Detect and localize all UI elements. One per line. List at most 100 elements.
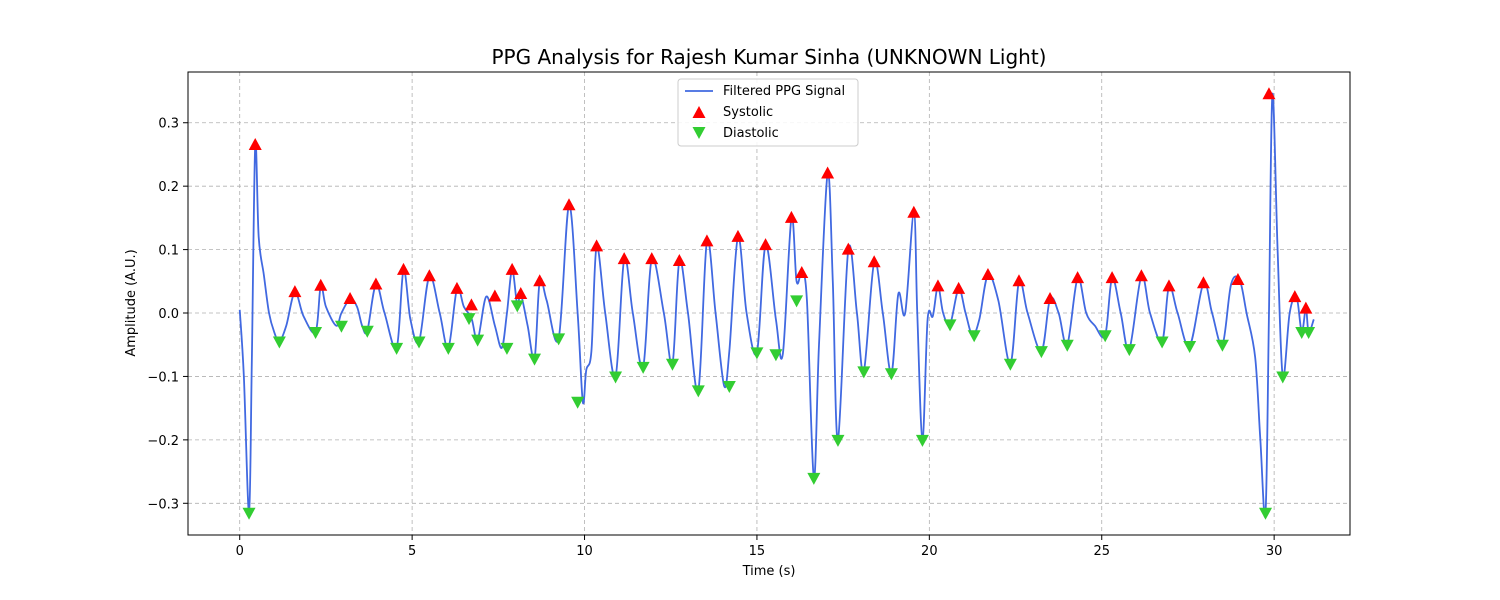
diastolic-point bbox=[722, 380, 736, 393]
systolic-point bbox=[248, 137, 262, 150]
diastolic-point bbox=[390, 342, 404, 355]
diastolic-point bbox=[1259, 507, 1273, 520]
systolic-point bbox=[821, 166, 835, 179]
systolic-point bbox=[1105, 271, 1119, 284]
systolic-point bbox=[795, 266, 809, 279]
diastolic-point bbox=[831, 434, 845, 447]
series-line-filtered-ppg bbox=[238, 92, 1315, 518]
y-axis: −0.3 −0.2 −0.1 0.0 0.1 0.2 0.3 bbox=[147, 117, 188, 512]
y-tick-label: −0.3 bbox=[147, 497, 179, 512]
diastolic-point bbox=[790, 295, 804, 308]
systolic-point bbox=[731, 229, 745, 242]
x-tick-label: 10 bbox=[576, 544, 593, 559]
plot-frame bbox=[187, 71, 1351, 536]
systolic-point bbox=[907, 205, 921, 218]
systolic-point bbox=[784, 210, 798, 223]
y-tick-label: −0.2 bbox=[147, 434, 179, 449]
diastolic-point bbox=[412, 336, 426, 349]
diastolic-point bbox=[915, 434, 929, 447]
y-axis-label: Amplitude (A.U.) bbox=[124, 249, 139, 356]
diastolic-point bbox=[510, 300, 524, 313]
systolic-point bbox=[514, 286, 528, 299]
systolic-point bbox=[369, 277, 383, 290]
diastolic-point bbox=[1003, 358, 1017, 371]
diastolic-point bbox=[636, 361, 650, 374]
y-tick-label: 0.0 bbox=[158, 307, 179, 322]
diastolic-point bbox=[242, 507, 256, 520]
diastolic-point bbox=[884, 368, 898, 381]
systolic-point bbox=[645, 252, 659, 265]
x-tick-label: 15 bbox=[749, 544, 766, 559]
systolic-point bbox=[1162, 279, 1176, 292]
systolic-point bbox=[1012, 274, 1026, 287]
diastolic-point bbox=[665, 358, 679, 371]
systolic-point bbox=[505, 262, 519, 275]
legend-diastolic-marker bbox=[692, 127, 706, 139]
x-tick-label: 5 bbox=[408, 544, 416, 559]
systolic-point bbox=[867, 255, 881, 268]
systolic-point bbox=[422, 269, 436, 282]
x-tick-label: 20 bbox=[921, 544, 938, 559]
legend-systolic-marker bbox=[692, 106, 706, 118]
diastolic-point bbox=[1183, 340, 1197, 353]
diastolic-point bbox=[1060, 339, 1074, 352]
legend-label-diastolic: Diastolic bbox=[723, 126, 779, 141]
diastolic-point bbox=[967, 330, 981, 343]
systolic-point bbox=[562, 198, 576, 211]
systolic-point bbox=[841, 242, 855, 255]
diastolic-point bbox=[1276, 371, 1290, 384]
systolic-point bbox=[1231, 273, 1245, 286]
diastolic-point bbox=[691, 385, 705, 398]
legend: Filtered PPG Signal Systolic Diastolic bbox=[677, 78, 859, 147]
diastolic-point bbox=[857, 366, 871, 379]
systolic-point bbox=[759, 238, 773, 251]
diastolic-point bbox=[1155, 336, 1169, 349]
legend-label-systolic: Systolic bbox=[723, 105, 773, 120]
legend-box bbox=[677, 78, 859, 147]
systolic-point bbox=[1299, 301, 1313, 314]
diastolic-point bbox=[441, 342, 455, 355]
diastolic-point bbox=[750, 347, 764, 360]
systolic-point bbox=[617, 252, 631, 265]
systolic-point bbox=[1288, 290, 1302, 303]
systolic-point bbox=[488, 289, 502, 302]
systolic-point bbox=[590, 239, 604, 252]
plot-content bbox=[238, 87, 1316, 520]
diastolic-point bbox=[1122, 344, 1136, 357]
diastolic-point bbox=[807, 472, 821, 485]
systolic-point bbox=[1043, 292, 1057, 305]
systolic-point bbox=[450, 281, 464, 294]
systolic-point bbox=[672, 254, 686, 267]
diastolic-point bbox=[769, 349, 783, 362]
diastolic-point bbox=[471, 334, 485, 347]
diastolic-point bbox=[462, 313, 476, 326]
systolic-point bbox=[981, 267, 995, 280]
chart-title: PPG Analysis for Rajesh Kumar Sinha (UNK… bbox=[492, 45, 1047, 69]
legend-label-signal: Filtered PPG Signal bbox=[723, 84, 845, 99]
y-tick-label: 0.3 bbox=[158, 117, 179, 132]
diastolic-point bbox=[1034, 346, 1048, 359]
diastolic-point bbox=[528, 353, 542, 366]
x-tick-label: 30 bbox=[1266, 544, 1283, 559]
diastolic-point bbox=[552, 333, 566, 346]
x-tick-label: 0 bbox=[236, 544, 244, 559]
systolic-point bbox=[1262, 87, 1276, 100]
diastolic-point bbox=[309, 327, 323, 340]
y-tick-label: 0.1 bbox=[158, 244, 179, 259]
systolic-point bbox=[1071, 271, 1085, 284]
diastolic-point bbox=[500, 342, 514, 355]
y-tick-label: −0.1 bbox=[147, 370, 179, 385]
systolic-point bbox=[700, 234, 714, 247]
systolic-point bbox=[397, 262, 411, 275]
systolic-point bbox=[288, 285, 302, 298]
systolic-point bbox=[931, 279, 945, 292]
systolic-point bbox=[952, 281, 966, 294]
systolic-point bbox=[464, 298, 478, 311]
diastolic-point bbox=[360, 325, 374, 338]
diastolic-point bbox=[334, 320, 348, 333]
diastolic-point bbox=[943, 319, 957, 332]
systolic-point bbox=[533, 274, 547, 287]
diastolic-point bbox=[571, 396, 585, 409]
y-tick-label: 0.2 bbox=[158, 180, 179, 195]
